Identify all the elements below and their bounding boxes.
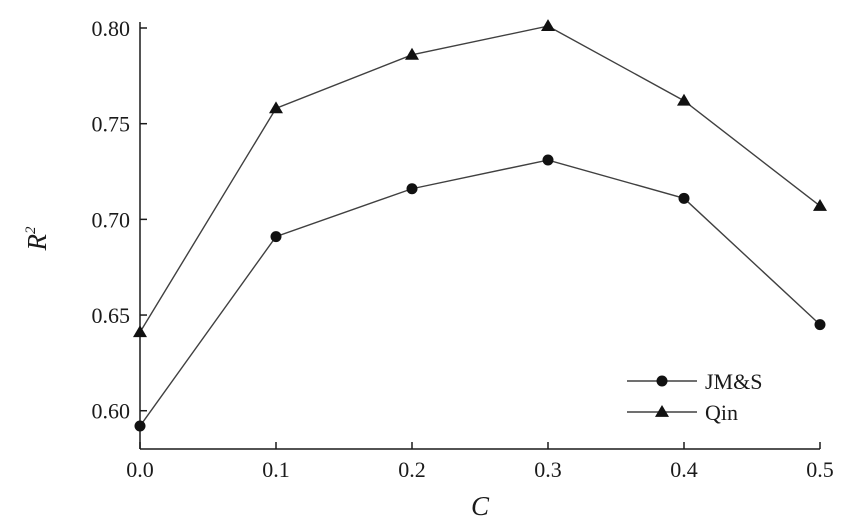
data-point: [541, 19, 555, 31]
y-axis-title-superscript: 2: [23, 226, 39, 234]
data-point: [813, 198, 827, 211]
legend-item: JM&S: [627, 369, 762, 394]
series-jms: [134, 154, 826, 432]
y-tick-label: 0.60: [92, 399, 131, 424]
x-tick-label: 0.5: [806, 457, 834, 482]
x-tick-label: 0.1: [262, 457, 290, 482]
data-point: [814, 319, 826, 331]
data-point: [542, 154, 554, 166]
data-point: [678, 192, 690, 204]
ticks: 0.60 0.65 0.70 0.75 0.80 0.0 0.1 0.2 0.3 0.4 0.5: [92, 16, 834, 482]
axes: [139, 22, 820, 450]
legend-label: Qin: [705, 400, 738, 425]
y-tick-label: 0.65: [92, 303, 131, 328]
x-tick-label: 0.3: [534, 457, 562, 482]
y-tick-label: 0.80: [92, 16, 131, 41]
y-tick-label: 0.70: [92, 207, 131, 232]
series-layer: [133, 19, 827, 432]
x-tick-label: 0.0: [126, 457, 154, 482]
data-point: [134, 420, 146, 432]
data-point: [270, 231, 282, 243]
data-point: [269, 101, 283, 114]
series-line: [139, 25, 821, 333]
y-axis-title: R2: [22, 226, 52, 252]
x-axis-title: C: [471, 491, 490, 521]
data-point: [133, 325, 147, 338]
data-point: [406, 183, 418, 195]
x-tick-label: 0.2: [398, 457, 426, 482]
legend: JM&S Qin: [627, 369, 762, 425]
series-qin: [133, 19, 827, 338]
data-point: [405, 47, 419, 60]
y-tick-label: 0.75: [92, 112, 131, 137]
legend-marker: [656, 375, 668, 387]
legend-label: JM&S: [705, 369, 762, 394]
x-tick-label: 0.4: [670, 457, 698, 482]
legend-item: Qin: [627, 400, 738, 425]
data-point: [677, 93, 691, 106]
series-line: [139, 159, 821, 427]
y-axis-title-main: R: [22, 234, 52, 252]
legend-marker: [655, 405, 669, 417]
